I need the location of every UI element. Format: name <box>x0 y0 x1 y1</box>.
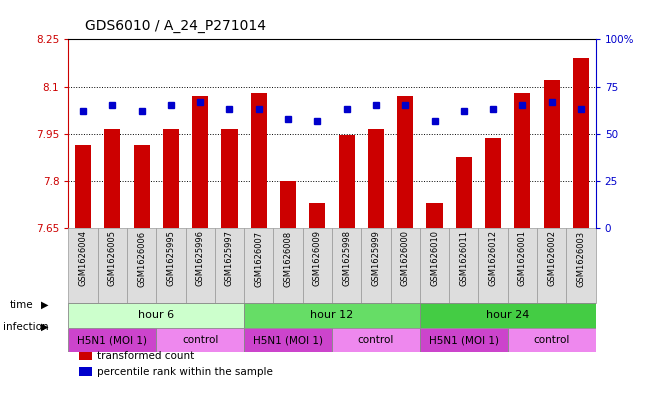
Bar <box>339 135 355 228</box>
Bar <box>215 228 244 303</box>
Bar <box>368 129 384 228</box>
Bar <box>186 228 215 303</box>
Text: hour 24: hour 24 <box>486 310 529 320</box>
Text: GSM1626009: GSM1626009 <box>313 230 322 286</box>
Bar <box>309 203 326 228</box>
Bar <box>397 96 413 228</box>
Bar <box>68 228 98 303</box>
Bar <box>79 351 92 360</box>
Text: percentile rank within the sample: percentile rank within the sample <box>98 367 273 377</box>
Bar <box>514 93 531 228</box>
Bar <box>68 328 156 353</box>
Text: GSM1625996: GSM1625996 <box>196 230 204 286</box>
Bar <box>544 80 560 228</box>
Bar <box>280 181 296 228</box>
Text: H5N1 (MOI 1): H5N1 (MOI 1) <box>253 335 323 345</box>
Bar <box>332 228 361 303</box>
Text: GDS6010 / A_24_P271014: GDS6010 / A_24_P271014 <box>85 19 266 33</box>
Bar <box>361 228 391 303</box>
Bar <box>391 228 420 303</box>
Bar <box>79 367 92 376</box>
Bar <box>566 228 596 303</box>
Bar <box>449 228 478 303</box>
Bar <box>104 129 120 228</box>
Text: hour 12: hour 12 <box>311 310 353 320</box>
Bar <box>221 129 238 228</box>
Text: GSM1626007: GSM1626007 <box>255 230 263 286</box>
Text: control: control <box>534 335 570 345</box>
Bar <box>332 328 420 353</box>
Text: H5N1 (MOI 1): H5N1 (MOI 1) <box>77 335 147 345</box>
Bar <box>456 157 472 228</box>
Text: transformed count: transformed count <box>98 351 195 361</box>
Text: GSM1626001: GSM1626001 <box>518 230 527 286</box>
Bar <box>133 145 150 228</box>
Text: GSM1625995: GSM1625995 <box>167 230 175 286</box>
Text: GSM1625999: GSM1625999 <box>372 230 380 286</box>
Text: control: control <box>358 335 394 345</box>
Text: ▶: ▶ <box>41 322 49 332</box>
Bar <box>75 145 91 228</box>
Text: GSM1626011: GSM1626011 <box>460 230 468 286</box>
Text: GSM1626003: GSM1626003 <box>577 230 585 286</box>
Bar <box>478 228 508 303</box>
Bar <box>420 328 508 353</box>
Text: time: time <box>10 299 33 310</box>
Bar <box>163 129 179 228</box>
Bar <box>156 328 244 353</box>
Bar <box>420 228 449 303</box>
Text: GSM1626006: GSM1626006 <box>137 230 146 286</box>
Bar <box>303 228 332 303</box>
Text: hour 6: hour 6 <box>138 310 174 320</box>
Bar <box>508 328 596 353</box>
Text: GSM1625998: GSM1625998 <box>342 230 351 286</box>
Text: H5N1 (MOI 1): H5N1 (MOI 1) <box>429 335 499 345</box>
Text: GSM1626008: GSM1626008 <box>284 230 292 286</box>
Bar <box>156 228 186 303</box>
Text: GSM1625997: GSM1625997 <box>225 230 234 286</box>
Bar <box>420 303 596 328</box>
Bar <box>244 303 420 328</box>
Bar <box>244 228 273 303</box>
Text: GSM1626002: GSM1626002 <box>547 230 556 286</box>
Bar <box>508 228 537 303</box>
Bar <box>98 228 127 303</box>
Bar <box>485 138 501 228</box>
Bar <box>192 96 208 228</box>
Bar <box>68 303 244 328</box>
Text: GSM1626005: GSM1626005 <box>108 230 117 286</box>
Text: control: control <box>182 335 218 345</box>
Bar <box>244 328 332 353</box>
Bar <box>573 58 589 228</box>
Text: GSM1626010: GSM1626010 <box>430 230 439 286</box>
Bar <box>251 93 267 228</box>
Bar <box>426 203 443 228</box>
Bar <box>127 228 156 303</box>
Text: ▶: ▶ <box>41 299 49 310</box>
Text: infection: infection <box>3 322 49 332</box>
Text: GSM1626000: GSM1626000 <box>401 230 409 286</box>
Bar <box>273 228 303 303</box>
Text: GSM1626004: GSM1626004 <box>79 230 87 286</box>
Text: GSM1626012: GSM1626012 <box>489 230 497 286</box>
Bar <box>537 228 566 303</box>
